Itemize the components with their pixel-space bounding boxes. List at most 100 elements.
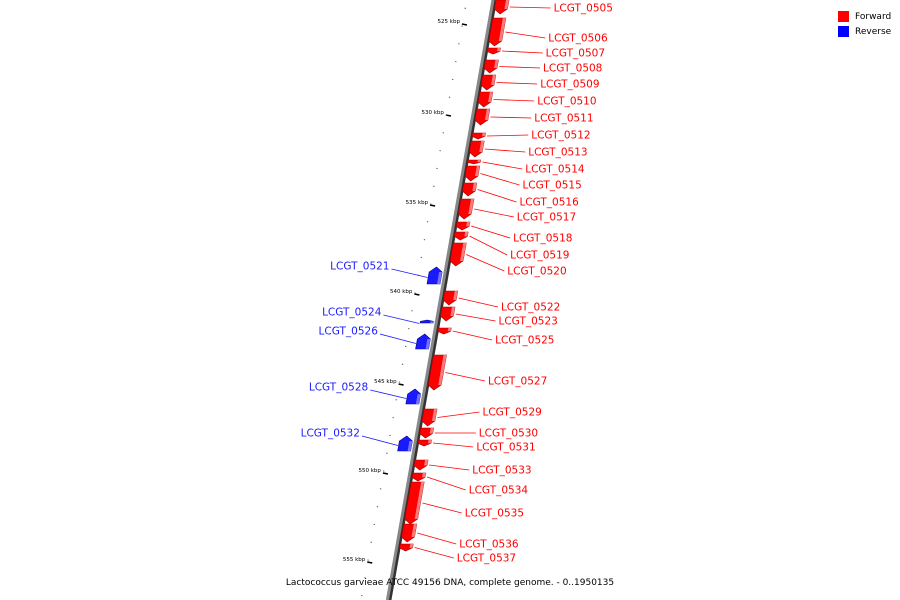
gene-lcgt-0528[interactable]: [405, 388, 421, 405]
gene-label-lcgt-0528[interactable]: LCGT_0528: [309, 382, 368, 394]
gene-lcgt-0511[interactable]: [474, 108, 491, 126]
gene-label-lcgt-0510[interactable]: LCGT_0510: [537, 96, 596, 108]
gene-label-lcgt-0514[interactable]: LCGT_0514: [525, 164, 585, 176]
gene-lcgt-0521[interactable]: [426, 266, 443, 285]
major-tick: [414, 293, 420, 296]
gene-lcgt-0526[interactable]: [415, 333, 431, 350]
gene-lcgt-0524[interactable]: [419, 319, 434, 324]
minor-tick: [423, 238, 426, 241]
backbone-line: [385, 0, 495, 600]
gene-label-lcgt-0526[interactable]: LCGT_0526: [319, 326, 379, 338]
major-tick: [367, 561, 373, 564]
gene-label-lcgt-0515[interactable]: LCGT_0515: [522, 180, 581, 192]
gene-label-lcgt-0522[interactable]: LCGT_0522: [501, 302, 560, 314]
leader-line: [429, 464, 470, 471]
gene-label-lcgt-0537[interactable]: LCGT_0537: [457, 553, 516, 565]
gene-label-lcgt-0524[interactable]: LCGT_0524: [322, 307, 382, 319]
gene-features: [397, 0, 510, 552]
gene-lcgt-0514[interactable]: [467, 159, 482, 165]
gene-label-lcgt-0512[interactable]: LCGT_0512: [531, 130, 590, 142]
gene-label-lcgt-0509[interactable]: LCGT_0509: [540, 79, 599, 91]
gene-lcgt-0527[interactable]: [427, 354, 447, 391]
gene-label-lcgt-0506[interactable]: LCGT_0506: [548, 33, 608, 45]
gene-lcgt-0522[interactable]: [442, 290, 459, 306]
reverse-swatch: [838, 26, 849, 37]
gene-label-lcgt-0516[interactable]: LCGT_0516: [519, 197, 579, 209]
minor-tick: [433, 185, 435, 187]
gene-lcgt-0535[interactable]: [404, 481, 425, 525]
leader-line: [480, 173, 520, 186]
leader-line: [482, 161, 523, 170]
gene-label-lcgt-0525[interactable]: LCGT_0525: [495, 335, 554, 347]
gene-lcgt-0536[interactable]: [401, 523, 418, 543]
gene-lcgt-0529[interactable]: [421, 408, 438, 427]
leader-line: [474, 208, 514, 218]
leader-line: [458, 297, 499, 308]
gene-lcgt-0516[interactable]: [462, 182, 478, 197]
scale-tick-label: 525 kbp: [438, 19, 461, 25]
major-tick: [398, 383, 404, 386]
gene-label-lcgt-0533[interactable]: LCGT_0533: [472, 465, 531, 477]
gene-lcgt-0534[interactable]: [411, 472, 427, 482]
gene-lcgt-0517[interactable]: [458, 198, 475, 220]
gene-lcgt-0533[interactable]: [413, 459, 429, 471]
gene-lcgt-0537[interactable]: [399, 543, 414, 552]
gene-lcgt-0510[interactable]: [477, 91, 494, 108]
minor-tick: [408, 327, 410, 330]
gene-label-lcgt-0507[interactable]: LCGT_0507: [546, 48, 605, 60]
minor-tick: [411, 310, 413, 312]
gene-lcgt-0513[interactable]: [468, 140, 485, 158]
gene-label-lcgt-0505[interactable]: LCGT_0505: [554, 3, 613, 15]
minor-tick: [445, 114, 448, 116]
gene-lcgt-0509[interactable]: [480, 74, 497, 91]
gene-lcgt-0530[interactable]: [419, 427, 435, 439]
gene-label-lcgt-0534[interactable]: LCGT_0534: [469, 485, 529, 497]
gene-label-lcgt-0517[interactable]: LCGT_0517: [517, 212, 576, 224]
gene-lcgt-0520[interactable]: [449, 242, 467, 267]
minor-tick: [361, 594, 363, 597]
gene-label-lcgt-0508[interactable]: LCGT_0508: [543, 63, 602, 75]
minor-tick: [364, 577, 366, 579]
leader-line: [432, 442, 474, 448]
gene-lcgt-0518[interactable]: [455, 221, 471, 231]
minor-tick: [429, 203, 432, 205]
gene-label-lcgt-0518[interactable]: LCGT_0518: [513, 233, 572, 245]
scale-tick-label: 550 kbp: [359, 468, 382, 474]
minor-tick: [464, 7, 466, 9]
leader-line: [505, 31, 546, 39]
gene-lcgt-0515[interactable]: [464, 165, 481, 182]
gene-label-lcgt-0527[interactable]: LCGT_0527: [488, 376, 547, 388]
leader-line: [379, 333, 416, 344]
gene-lcgt-0506[interactable]: [488, 17, 507, 47]
gene-lcgt-0512[interactable]: [471, 132, 486, 140]
gene-label-lcgt-0535[interactable]: LCGT_0535: [465, 508, 524, 520]
gene-label-lcgt-0532[interactable]: LCGT_0532: [301, 428, 360, 440]
gene-lcgt-0505[interactable]: [494, 0, 510, 15]
minor-tick: [442, 132, 445, 134]
gene-label-lcgt-0536[interactable]: LCGT_0536: [459, 539, 519, 551]
leader-line: [417, 532, 457, 545]
minor-tick: [420, 256, 423, 259]
gene-lcgt-0531[interactable]: [417, 439, 432, 447]
gene-lcgt-0525[interactable]: [437, 327, 452, 335]
gene-label-lcgt-0530[interactable]: LCGT_0530: [479, 428, 538, 440]
gene-lcgt-0508[interactable]: [483, 59, 499, 74]
gene-label-lcgt-0519[interactable]: LCGT_0519: [510, 250, 569, 262]
gene-label-lcgt-0521[interactable]: LCGT_0521: [330, 261, 389, 273]
gene-label-lcgt-0511[interactable]: LCGT_0511: [534, 113, 593, 125]
minor-tick: [389, 434, 391, 437]
leader-line: [477, 189, 517, 203]
gene-label-lcgt-0523[interactable]: LCGT_0523: [499, 316, 558, 328]
gene-lcgt-0532[interactable]: [397, 435, 413, 452]
gene-lcgt-0519[interactable]: [454, 231, 469, 241]
leader-line: [487, 134, 529, 137]
gene-label-lcgt-0520[interactable]: LCGT_0520: [507, 266, 566, 278]
gene-label-lcgt-0513[interactable]: LCGT_0513: [528, 147, 587, 159]
minor-tick: [367, 559, 369, 561]
minor-tick: [370, 541, 373, 543]
gene-label-lcgt-0531[interactable]: LCGT_0531: [476, 442, 535, 454]
gene-lcgt-0507[interactable]: [486, 47, 501, 55]
gene-lcgt-0523[interactable]: [440, 306, 456, 322]
gene-label-lcgt-0529[interactable]: LCGT_0529: [482, 407, 541, 419]
